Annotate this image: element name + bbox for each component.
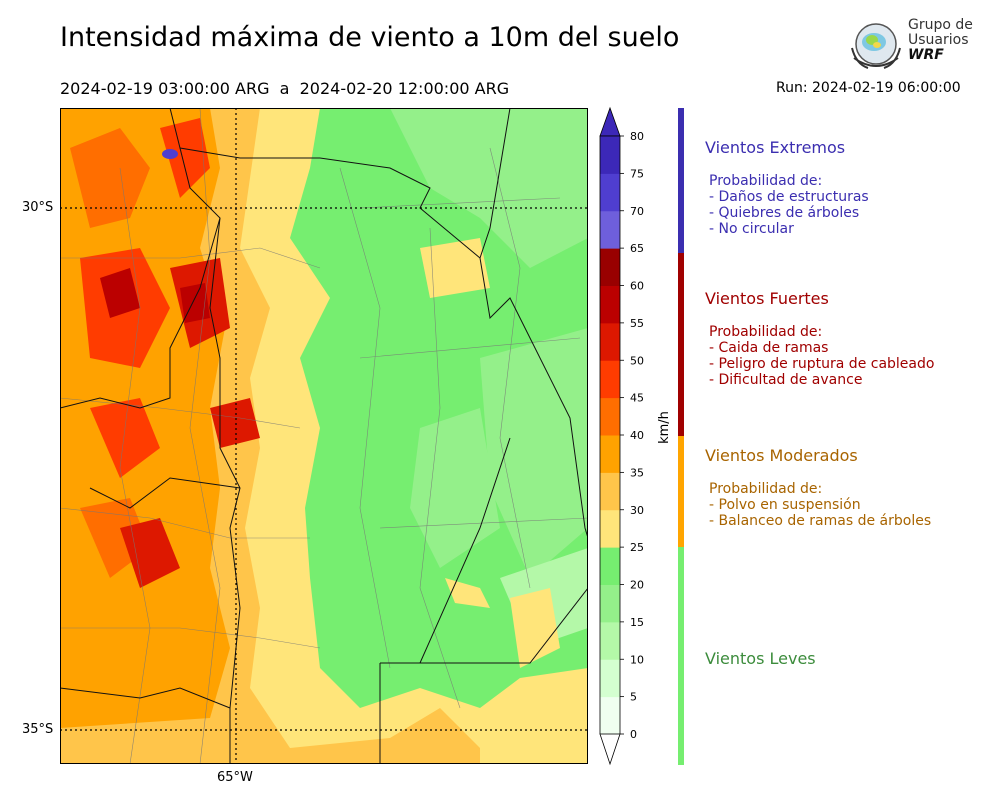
logo-line-1: Grupo de [908,17,973,33]
legend-title: Vientos Leves [705,649,816,668]
legend-bar-moderados [678,436,684,547]
colorbar-tick-label: 65 [630,242,644,255]
legend-title: Vientos Moderados [705,446,858,465]
legend-line: - Polvo en suspensión [709,497,861,513]
legend-line: - Dificultad de avance [709,372,863,388]
colorbar-tick-label: 30 [630,504,644,517]
colorbar-tick-label: 70 [630,205,644,218]
colorbar-tick-label: 40 [630,429,644,442]
legend-moderados: Vientos Moderados Probabilidad de: - Pol… [705,446,995,529]
colorbar-tick-label: 25 [630,541,644,554]
colorbar-swatch [600,360,620,399]
colorbar-swatch [600,136,620,174]
colorbar-swatch [600,435,620,473]
colorbar-swatch [600,472,620,511]
colorbar-tick-label: 20 [630,579,644,592]
colorbar-swatch [600,584,620,623]
globe-logo-icon [851,23,901,69]
legend-line: - Daños de estructuras [709,189,869,205]
colorbar-swatch [600,659,620,698]
logo-line-3: WRF [908,47,944,63]
lat-label-30s: 30°S [22,200,54,215]
colorbar-swatch [600,621,620,660]
colorbar-swatch [600,285,620,324]
colorbar-unit-label: km/h [656,411,672,444]
colorbar-tick-label: 55 [630,317,644,330]
legend-bar-leves [678,547,684,765]
colorbar-tick-label: 80 [630,130,644,143]
colorbar-tick-label: 0 [630,728,637,741]
colorbar-tick-label: 50 [630,354,644,367]
grupo-usuarios-wrf-logo: Grupo de Usuarios WRF [848,16,978,74]
colorbar-swatch [600,397,620,436]
legend-line: - No circular [709,221,794,237]
colorbar-tick-label: 45 [630,392,644,405]
legend-intro: Probabilidad de: [709,324,823,340]
legend-line: - Caida de ramas [709,340,829,356]
chart-title: Intensidad máxima de viento a 10m del su… [60,22,680,53]
colorbar-tick-label: 75 [630,167,644,180]
legend-title: Vientos Fuertes [705,289,829,308]
forecast-period: 2024-02-19 03:00:00 ARG a 2024-02-20 12:… [60,79,510,98]
logo-line-2: Usuarios [908,32,969,48]
colorbar-extend-low [599,733,621,766]
colorbar-swatch [600,322,620,361]
colorbar-swatch [600,509,620,548]
legend-line: - Balanceo de ramas de árboles [709,513,932,529]
legend-intro: Probabilidad de: [709,481,823,497]
model-run-time: Run: 2024-02-19 06:00:00 [776,80,961,96]
colorbar-tick-label: 35 [630,466,644,479]
colorbar-swatch [600,210,620,249]
legend-bar-extremos [678,108,684,253]
legend-title: Vientos Extremos [705,138,846,157]
colorbar-tick-label: 5 [630,691,637,704]
colorbar-swatch [600,696,620,735]
legend-intro: Probabilidad de: [709,173,823,189]
colorbar-swatch [600,547,620,585]
legend-leves: Vientos Leves [705,649,995,668]
colorbar-tick-label: 10 [630,653,644,666]
legend-line: - Peligro de ruptura de cableado [709,356,935,372]
colorbar-tick-label: 60 [630,280,644,293]
colorbar-extend-high [599,106,621,137]
wind-speed-map [60,108,588,764]
legend-line: - Quiebres de árboles [709,205,860,221]
legend-bar-fuertes [678,253,684,436]
colorbar: 0 5 10 15 20 25 30 35 40 45 50 55 60 65 70 75 80 [599,106,644,766]
colorbar-swatch [600,173,620,212]
lon-label-65w: 65°W [217,770,253,785]
colorbar-swatch [600,248,620,286]
colorbar-tick-label: 15 [630,616,644,629]
legend-fuertes: Vientos Fuertes Probabilidad de: - Caida… [705,289,995,388]
logo-text: Grupo de Usuarios WRF [908,18,973,63]
lat-label-35s: 35°S [22,722,54,737]
legend-extremos: Vientos Extremos Probabilidad de: - Daño… [705,138,995,237]
